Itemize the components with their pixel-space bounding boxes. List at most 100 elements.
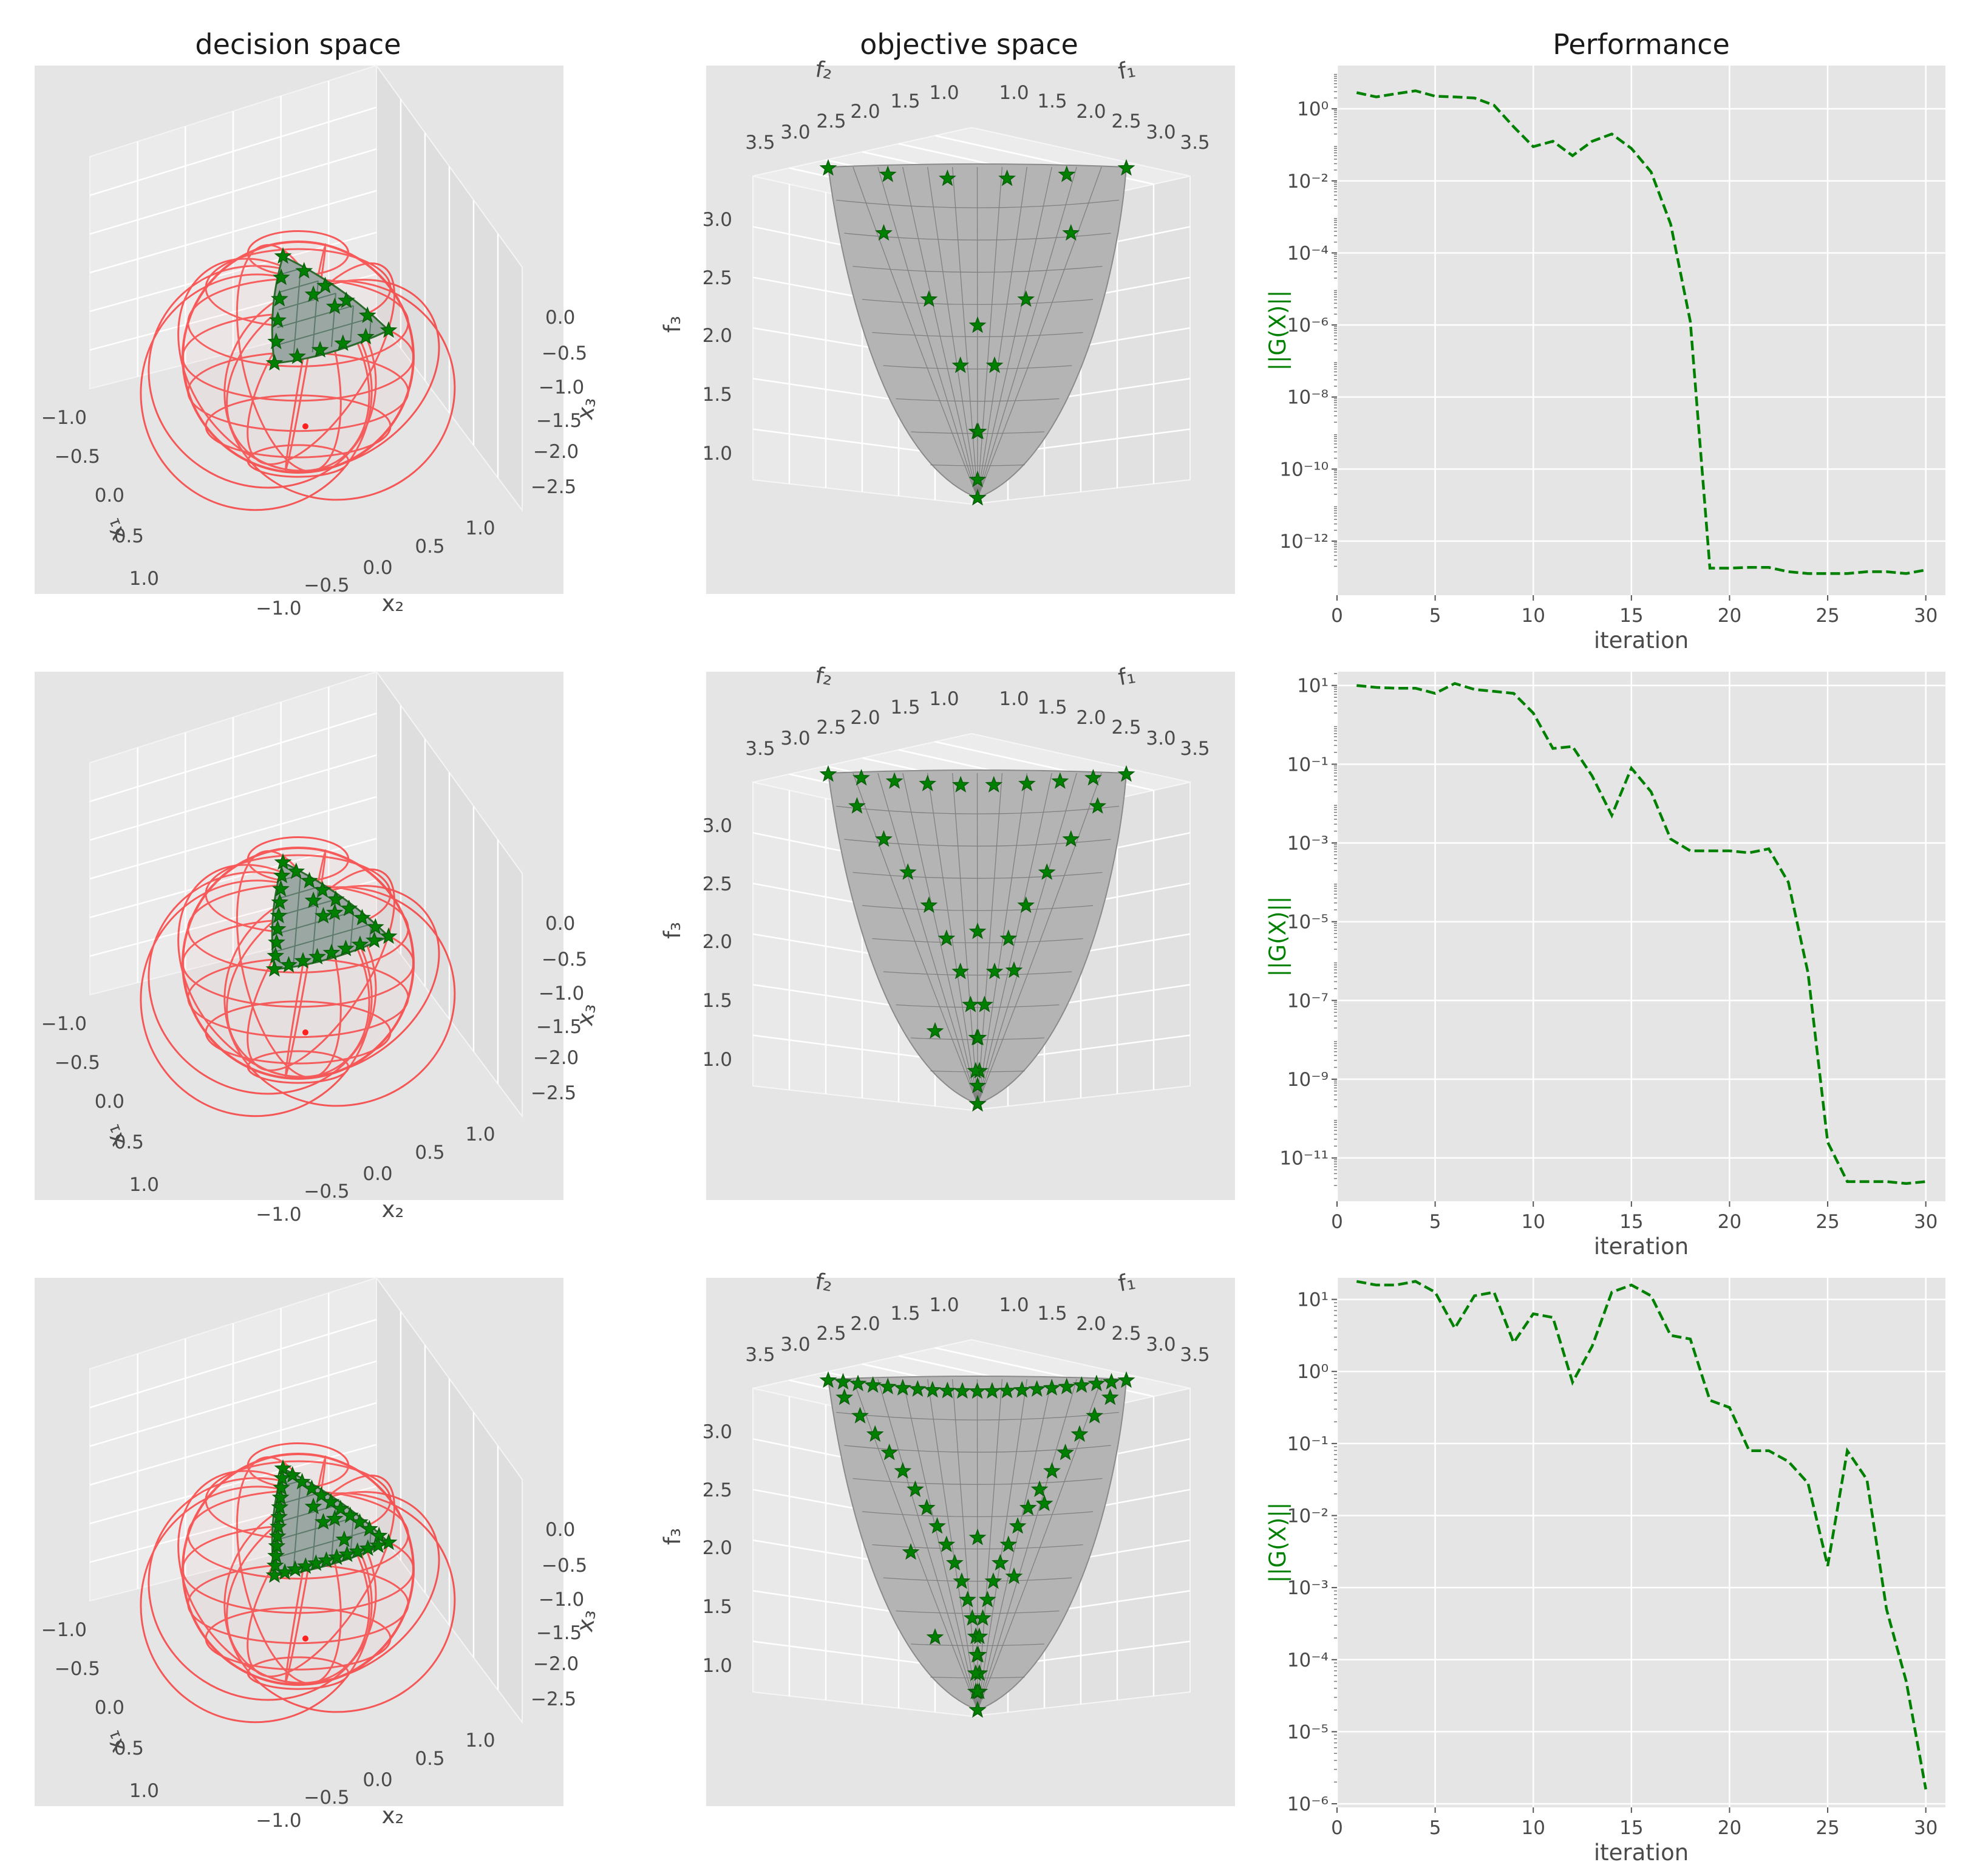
objective-point xyxy=(984,1572,1002,1589)
sphere-meridian xyxy=(140,1485,373,1724)
sphere-pole xyxy=(302,423,308,429)
y-tick-label: 10⁻⁴ xyxy=(1287,1649,1329,1671)
decision-point xyxy=(318,1551,335,1568)
mesh-line xyxy=(872,1544,1083,1550)
decision-point xyxy=(351,1513,369,1530)
decision-point xyxy=(327,890,345,907)
mesh-line xyxy=(877,1379,978,1711)
decision-point xyxy=(265,1566,284,1583)
objective-point xyxy=(926,1022,944,1039)
objective-markers xyxy=(819,1371,1135,1718)
f2-tick-label: 3.5 xyxy=(745,132,775,154)
f3-tick-label: 2.5 xyxy=(703,873,732,895)
decision-point xyxy=(334,334,352,351)
decision-point xyxy=(359,1539,377,1557)
decision-markers xyxy=(265,853,398,977)
f1-tick-label: 3.5 xyxy=(1180,132,1210,154)
objective-point xyxy=(967,1062,985,1079)
objective-point xyxy=(851,1407,869,1424)
objective-point xyxy=(999,929,1018,946)
decision-point xyxy=(272,879,290,897)
decision-point xyxy=(270,1507,288,1525)
f1-tick-label: 1.5 xyxy=(1037,90,1067,112)
f3-tick-label: 2.0 xyxy=(703,931,732,953)
decision-point xyxy=(379,927,398,944)
objective-point xyxy=(1018,774,1036,791)
objective-point xyxy=(937,1535,956,1552)
x3-tick-label: −0.5 xyxy=(542,343,587,364)
decision-point xyxy=(308,947,326,965)
objective-point xyxy=(819,765,837,782)
f1-tick-label: 2.5 xyxy=(1111,1323,1141,1345)
objective-point xyxy=(1086,1407,1104,1424)
x3-tick-label: −2.5 xyxy=(531,1688,576,1710)
decision-point xyxy=(269,1517,287,1535)
y-tick-label: 10⁻² xyxy=(1287,1506,1329,1527)
figure-row-3: −1.0−0.50.00.51.0x₁−1.0−0.50.00.51.0x₂0.… xyxy=(35,1268,1945,1866)
decision-point xyxy=(267,946,285,964)
f2-tick-label: 3.5 xyxy=(745,1344,775,1366)
y-tick-label: 10⁻⁶ xyxy=(1287,1793,1329,1815)
decision-point xyxy=(274,247,292,264)
objective-point xyxy=(879,1377,897,1394)
mesh-line xyxy=(896,1004,1060,1008)
f2-tick-label: 2.0 xyxy=(850,1313,880,1335)
objective-point xyxy=(968,470,987,488)
sphere-pole xyxy=(302,1029,308,1035)
objective-point xyxy=(1009,1517,1027,1534)
objective-space-plot: 1.01.52.02.53.03.51.0 1.5 2.0 2.5 3.0 3.5f₂ f₁… xyxy=(659,662,1235,1200)
objective-point xyxy=(864,1376,882,1393)
plot-area xyxy=(1337,672,1945,1201)
objective-point xyxy=(926,1628,944,1645)
f2-tick-label: 1.5 xyxy=(890,1303,920,1325)
objective-point xyxy=(1089,797,1107,814)
objective-point xyxy=(917,1498,936,1516)
x2-tick-label: −1.0 xyxy=(256,1204,301,1226)
y-tick-label: 10⁻¹ xyxy=(1287,1433,1329,1455)
decision-point xyxy=(271,1488,290,1506)
objective-point xyxy=(1084,769,1102,786)
decision-point xyxy=(280,956,298,973)
objective-point xyxy=(978,1591,996,1608)
objective-space-plot: 1.01.52.02.53.03.51.0 1.5 2.0 2.5 3.0 3.5f₂ f₁… xyxy=(659,1268,1235,1806)
f2-tick-label: 2.5 xyxy=(816,111,846,132)
f3-tick-label: 1.5 xyxy=(703,990,732,1012)
decision-point xyxy=(337,940,355,957)
mesh-line xyxy=(852,773,978,1105)
f3-axis-label: f₃ xyxy=(659,922,686,939)
objective-markers xyxy=(819,765,1135,1112)
decision-point xyxy=(272,268,290,285)
f1-tick-label: 1.5 xyxy=(1037,697,1067,718)
f2-tick-label: 3.0 xyxy=(780,728,810,749)
objective-point xyxy=(1070,1425,1089,1442)
series-line-gx-norm xyxy=(1356,1280,1927,1790)
mesh-line xyxy=(877,773,978,1105)
objective-point xyxy=(953,1382,971,1399)
y-tick-label: 10⁻⁴ xyxy=(1287,242,1329,264)
f3-tick-label: 1.0 xyxy=(703,1049,732,1071)
x3-tick-label: −1.5 xyxy=(536,410,582,432)
f1-tick-label: 2.5 xyxy=(1111,111,1141,132)
mesh-line xyxy=(977,166,1003,499)
x3-tick-label: 0.0 xyxy=(545,307,575,329)
decision-point xyxy=(356,327,375,345)
f1-tick-label: 2.0 xyxy=(1076,101,1106,123)
x1-tick-label: 0.5 xyxy=(114,1738,144,1759)
x2-tick-label: 1.0 xyxy=(465,1730,495,1752)
x1-tick-label: 1.0 xyxy=(129,1174,159,1196)
x2-tick-label: −1.0 xyxy=(256,1810,301,1832)
decision-point xyxy=(322,943,341,961)
y-tick-label: 10⁻¹⁰ xyxy=(1279,459,1329,480)
gridlines xyxy=(1336,672,1945,1201)
x2-tick-label: −1.0 xyxy=(256,598,301,619)
objective-markers xyxy=(819,159,1135,506)
decision-point xyxy=(284,1465,302,1483)
f3-axis-label: f₃ xyxy=(659,316,686,333)
cap-mesh xyxy=(276,1529,372,1558)
cap-mesh xyxy=(277,305,354,329)
decision-point xyxy=(274,853,292,870)
decision-point xyxy=(304,891,322,909)
decision-markers xyxy=(265,1459,398,1583)
mesh-line xyxy=(844,1445,1111,1453)
f3-tick-label: 1.5 xyxy=(703,1596,732,1618)
